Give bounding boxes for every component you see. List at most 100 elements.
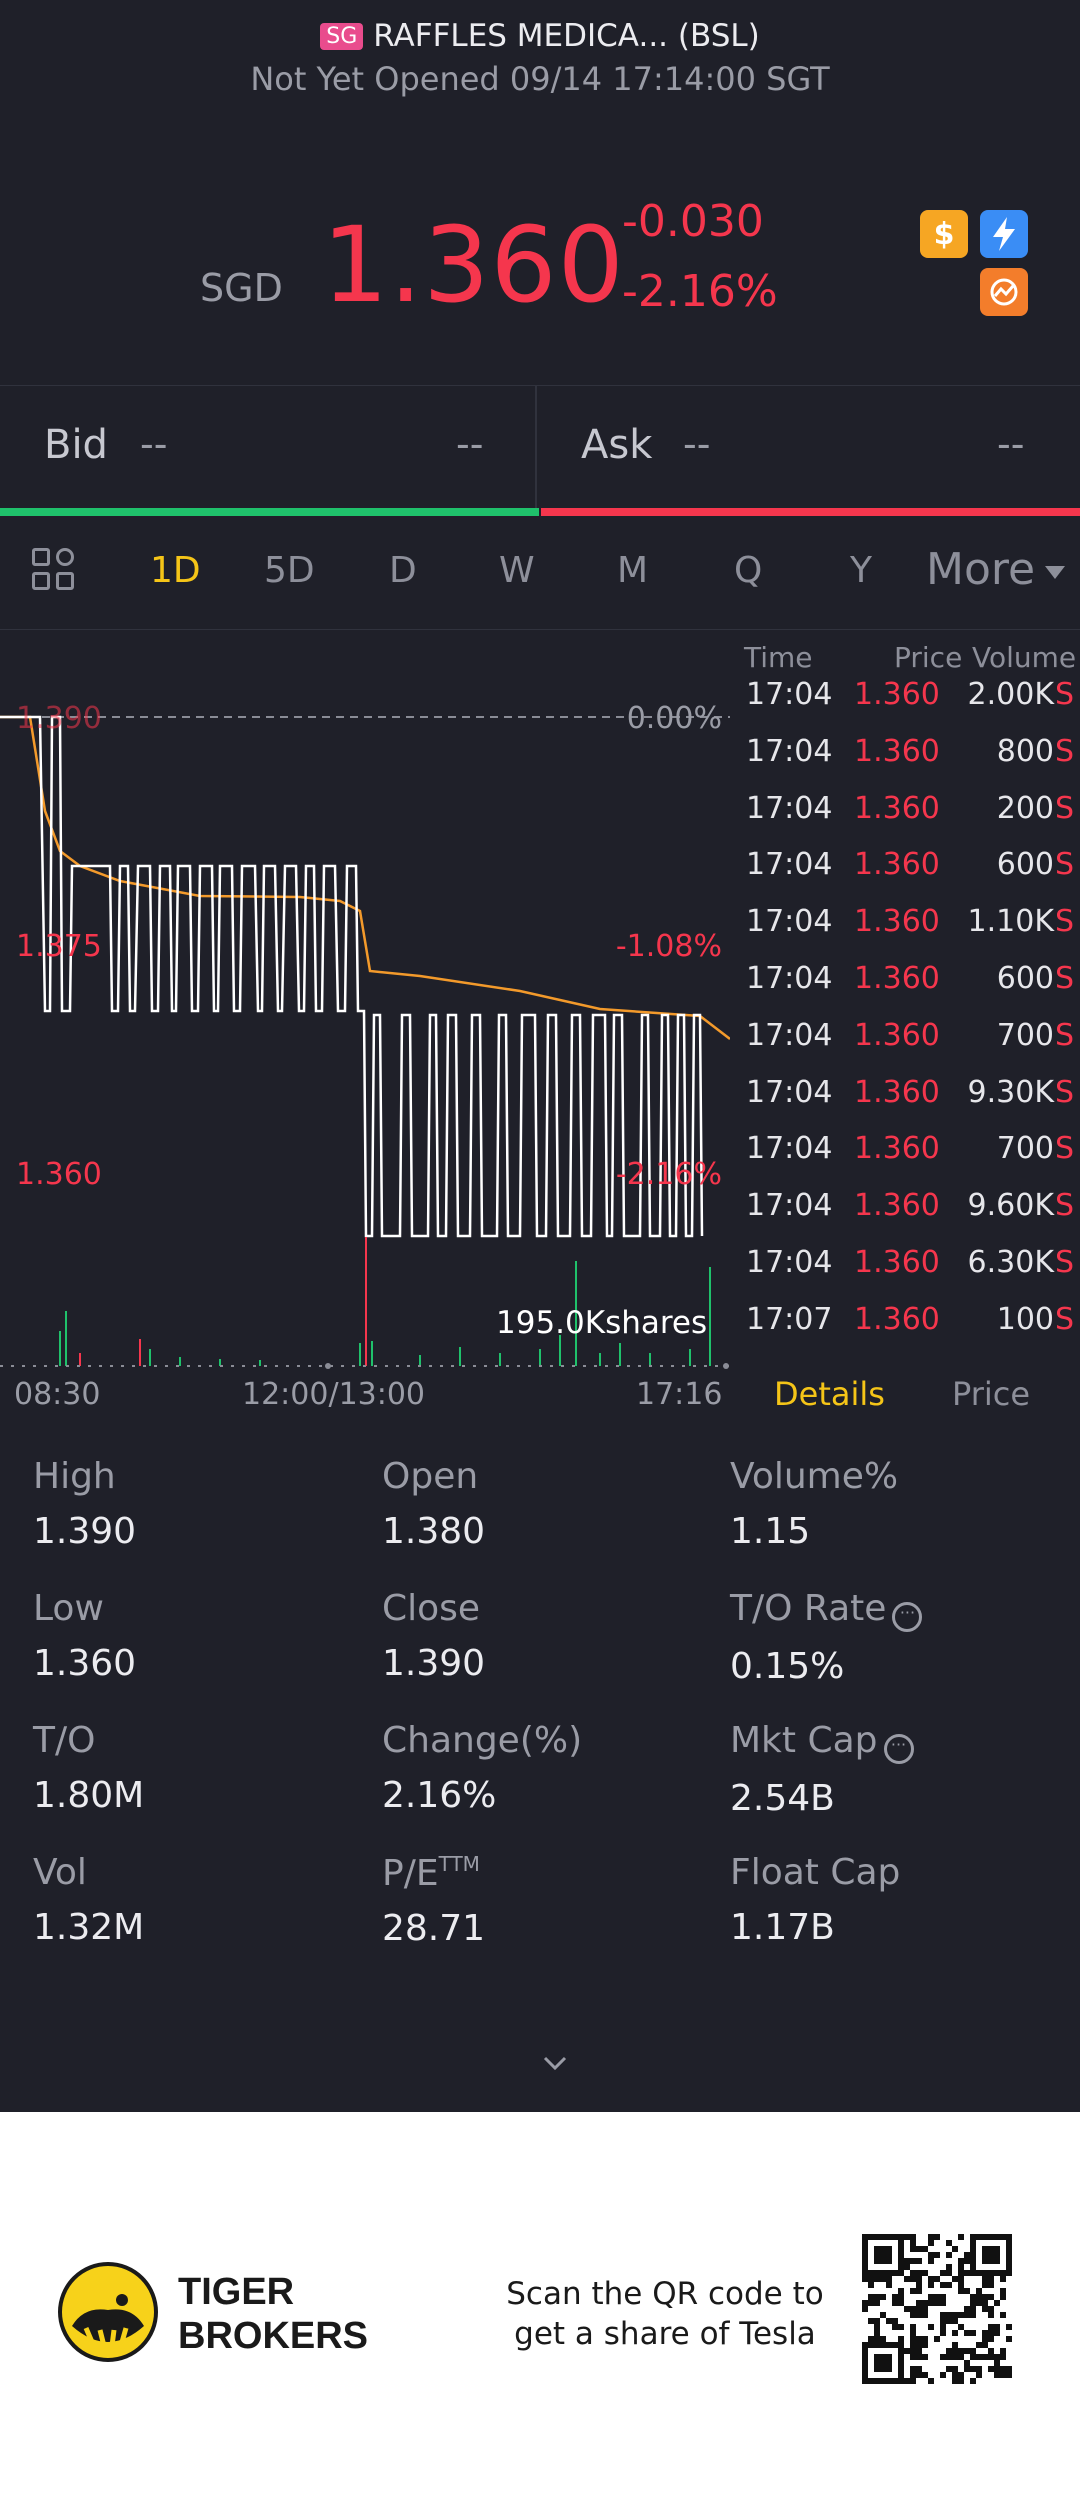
stat-label: P/E <box>382 1853 439 1894</box>
tick-volume: 800 <box>996 733 1054 769</box>
stat-value: 1.15 <box>730 1511 811 1552</box>
tick-side: S <box>1054 733 1074 769</box>
tick-volume: 200 <box>996 790 1054 826</box>
tick-volume: 100 <box>996 1301 1054 1337</box>
tab-y[interactable]: Y <box>850 550 872 591</box>
stat-value: 1.360 <box>33 1643 137 1684</box>
market-badge: SG <box>320 23 364 50</box>
tick-time: 17:04 <box>746 677 833 712</box>
stat-float-cap: Float Cap 1.17B <box>730 1852 1060 1948</box>
tick-volume: 600 <box>996 847 1054 883</box>
stat-value: 1.390 <box>382 1643 486 1684</box>
tick-time: 17:04 <box>746 904 833 940</box>
ask-size: -- <box>997 422 1025 466</box>
stat-label: T/O Rate <box>730 1588 887 1629</box>
time-label-mid: 12:00/13:00 <box>242 1377 426 1412</box>
price-change-percent: -2.16% <box>622 266 778 317</box>
tab-m[interactable]: M <box>617 550 649 591</box>
more-dropdown[interactable]: More <box>926 544 1066 595</box>
tick-row: 17:07 1.360 100 S <box>734 1302 1080 1359</box>
stat-value: 1.80M <box>33 1775 145 1816</box>
tick-row: 17:04 1.360 700 S <box>734 1131 1080 1188</box>
stat-value: 1.32M <box>33 1907 145 1948</box>
dollar-icon[interactable]: $ <box>920 210 968 258</box>
chevron-down-icon[interactable] <box>537 2046 573 2082</box>
stat-label: Open <box>382 1456 479 1497</box>
tab-5d[interactable]: 5D <box>264 550 315 591</box>
tick-time: 17:04 <box>746 1074 833 1110</box>
bid-price: -- <box>140 422 168 466</box>
tab-d[interactable]: D <box>389 550 417 591</box>
tick-side: S <box>1054 1245 1074 1280</box>
volume-bars <box>59 1261 711 1366</box>
tick-side: S <box>1054 790 1074 826</box>
scan-line-1: Scan the QR code to <box>506 2276 824 2312</box>
stat-change-pct: Change(%) 2.16% <box>382 1720 712 1816</box>
price-row: SGD 1.360 -0.030 -2.16% $ <box>0 196 1080 326</box>
tick-volume: 6.30K <box>967 1245 1054 1280</box>
pct-label-top: 0.00% <box>626 701 722 736</box>
tick-side: S <box>1054 1301 1074 1337</box>
stat-market-cap: Mkt Cap ··· 2.54B <box>730 1720 1060 1819</box>
tick-price: 1.360 <box>854 733 940 769</box>
tick-row: 17:04 1.360 800 S <box>734 734 1080 791</box>
brand-line-2: BROKERS <box>178 2315 369 2357</box>
brand-line-1: TIGER <box>178 2271 295 2313</box>
more-info-icon[interactable]: ··· <box>883 1734 914 1764</box>
tick-price: 1.360 <box>854 1301 940 1337</box>
last-price: 1.360 <box>322 204 625 326</box>
header-price: Price <box>894 641 963 674</box>
tick-price: 1.360 <box>854 1131 940 1167</box>
stock-title[interactable]: SG RAFFLES MEDICA... (BSL) <box>0 18 1080 54</box>
tab-w[interactable]: W <box>499 550 535 591</box>
tick-row: 17:04 1.360 700 S <box>734 1018 1080 1075</box>
bolt-icon[interactable] <box>980 210 1028 258</box>
stock-name: RAFFLES MEDICA... (BSL) <box>373 18 760 54</box>
stat-close: Close 1.390 <box>382 1588 712 1684</box>
bid-section[interactable]: Bid -- -- <box>0 386 537 510</box>
scan-line-2: get a share of Tesla <box>514 2316 816 2352</box>
stat-value: 2.16% <box>382 1775 497 1816</box>
pct-label-bottom: -2.16% <box>615 1157 722 1192</box>
intraday-chart[interactable]: 1.390 1.375 1.360 0.00% -1.08% -2.16% 19… <box>0 631 731 1412</box>
tick-volume: 600 <box>996 961 1054 996</box>
tab-q[interactable]: Q <box>734 550 763 591</box>
stat-value: 0.15% <box>730 1646 845 1687</box>
avg-price-line <box>0 715 731 1040</box>
stat-turnover: T/O 1.80M <box>33 1720 363 1816</box>
tab-1d[interactable]: 1D <box>150 550 201 591</box>
header-volume: Volume <box>972 641 1077 674</box>
more-info-icon[interactable]: ··· <box>892 1602 923 1632</box>
ask-section[interactable]: Ask -- -- <box>539 386 1080 510</box>
tick-price: 1.360 <box>854 1017 940 1053</box>
tick-price: 1.360 <box>854 677 940 712</box>
qr-code[interactable] <box>862 2234 1012 2384</box>
stat-label: T/O <box>33 1720 96 1761</box>
tick-volume: 9.30K <box>967 1074 1054 1110</box>
bid-size: -- <box>456 422 484 466</box>
grid-icon[interactable] <box>32 548 78 594</box>
stat-turnover-rate: T/O Rate ··· 0.15% <box>730 1588 1060 1687</box>
price-label-top: 1.390 <box>16 701 102 736</box>
bid-ask-panel: Bid -- -- Ask -- -- <box>0 385 1080 516</box>
stat-label: Change(%) <box>382 1720 583 1761</box>
tab-details[interactable]: Details <box>774 1375 885 1413</box>
tick-volume: 700 <box>996 1131 1054 1167</box>
tick-row: 17:04 1.360 200 S <box>734 791 1080 848</box>
share-footer: TIGER BROKERS Scan the QR code to get a … <box>0 2112 1080 2509</box>
tick-volume: 700 <box>996 1017 1054 1053</box>
rise-icon[interactable] <box>980 268 1028 316</box>
tick-price: 1.360 <box>854 1074 940 1110</box>
tick-time: 17:04 <box>746 733 833 769</box>
stat-value: 1.17B <box>730 1907 835 1948</box>
tick-side: S <box>1054 1131 1074 1167</box>
stat-volume: Vol 1.32M <box>33 1852 363 1948</box>
ask-price: -- <box>683 422 711 466</box>
stats-grid: High 1.390 Open 1.380 Volume% 1.15 Low 1.360… <box>0 1438 1080 1978</box>
stat-label: Close <box>382 1588 481 1629</box>
tick-row: 17:04 1.360 600 S <box>734 961 1080 1018</box>
tick-time: 17:04 <box>746 1131 833 1167</box>
stat-label: Low <box>33 1588 104 1629</box>
tab-price[interactable]: Price <box>952 1375 1031 1413</box>
stat-label: Mkt Cap <box>730 1720 878 1761</box>
